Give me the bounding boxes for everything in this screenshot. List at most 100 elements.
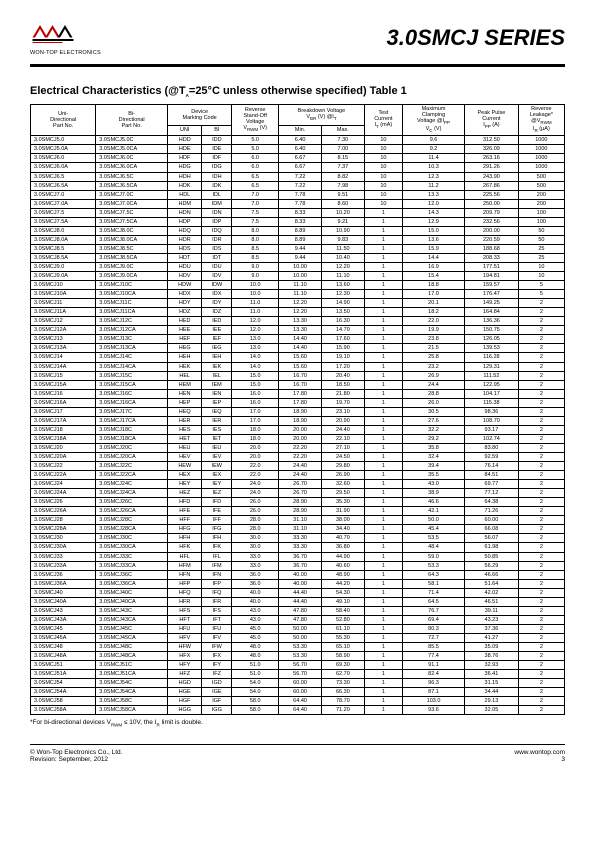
table-cell: 1: [364, 208, 402, 217]
table-cell: 2: [518, 679, 564, 688]
table-cell: 2: [518, 597, 564, 606]
table-cell: 64.40: [279, 706, 322, 715]
table-cell: HEW: [168, 462, 202, 471]
table-cell: 17.20: [321, 362, 364, 371]
table-cell: 46.6: [402, 498, 464, 507]
col-ipp: Peak PulseCurrentIPP (A): [465, 105, 519, 136]
table-cell: 10: [364, 154, 402, 163]
table-cell: 14.4: [402, 253, 464, 262]
table-cell: IEZ: [202, 489, 232, 498]
table-cell: 7.78: [279, 190, 322, 199]
table-row: 3.0SMCJ5.03.0SMCJ5.0CHDDIDD5.06.407.3010…: [31, 136, 565, 145]
table-cell: 3.0SMCJ51CA: [96, 670, 168, 679]
table-cell: 9.21: [321, 217, 364, 226]
table-cell: 11.10: [279, 290, 322, 299]
table-cell: 10: [364, 145, 402, 154]
table-cell: 15.4: [402, 272, 464, 281]
table-row: 3.0SMCJ173.0SMCJ17CHEQIEQ17.018.9023.101…: [31, 407, 565, 416]
table-cell: 10: [364, 190, 402, 199]
table-cell: 53.30: [279, 642, 322, 651]
table-cell: 1: [364, 688, 402, 697]
table-cell: 1: [364, 543, 402, 552]
footer-right: www.wontop.com 3: [514, 749, 565, 763]
table-cell: 10: [364, 199, 402, 208]
table-cell: IFH: [202, 534, 232, 543]
table-cell: 10.20: [321, 208, 364, 217]
table-cell: 83.80: [465, 443, 519, 452]
table-cell: IDY: [202, 299, 232, 308]
table-cell: 2: [518, 299, 564, 308]
table-cell: 47.80: [279, 615, 322, 624]
table-cell: 312.50: [465, 136, 519, 145]
table-cell: 32.4: [402, 452, 464, 461]
table-cell: 18.0: [232, 425, 279, 434]
table-cell: HDG: [168, 163, 202, 172]
table-cell: 6.67: [279, 154, 322, 163]
table-cell: 3.0SMCJ14A: [31, 362, 96, 371]
table-cell: 18.0: [232, 434, 279, 443]
table-row: 3.0SMCJ123.0SMCJ12CHEDIED12.013.3016.301…: [31, 317, 565, 326]
table-cell: 1: [364, 425, 402, 434]
table-cell: 14.40: [279, 344, 322, 353]
footer-left: © Won-Top Electronics Co., Ltd. Revision…: [30, 749, 122, 763]
table-cell: 8.15: [321, 154, 364, 163]
table-cell: 1: [364, 416, 402, 425]
table-cell: 46.66: [465, 570, 519, 579]
table-cell: 10.00: [279, 272, 322, 281]
table-cell: 13.3: [402, 190, 464, 199]
table-cell: IGE: [202, 688, 232, 697]
table-cell: 1: [364, 507, 402, 516]
table-cell: 3.0SMCJ40CA: [96, 597, 168, 606]
table-cell: 209.79: [465, 208, 519, 217]
table-cell: 20.0: [232, 452, 279, 461]
table-cell: 40.0: [232, 597, 279, 606]
table-cell: 22.0: [402, 317, 464, 326]
logo-icon: [30, 20, 90, 48]
col-ir: ReverseLeakage*@VRWMIR (µA): [518, 105, 564, 136]
table-cell: HFE: [168, 507, 202, 516]
table-cell: 64.5: [402, 597, 464, 606]
table-row: 3.0SMCJ163.0SMCJ16CHENIEN16.017.8021.801…: [31, 389, 565, 398]
table-cell: 2: [518, 615, 564, 624]
table-cell: 3.0SMCJ15A: [31, 380, 96, 389]
table-row: 3.0SMCJ13A3.0SMCJ13CAHEGIEG13.014.4015.9…: [31, 344, 565, 353]
table-cell: 44.90: [321, 552, 364, 561]
table-cell: 3.0SMCJ33CA: [96, 561, 168, 570]
table-row: 3.0SMCJ303.0SMCJ30CHFHIFH30.033.3040.701…: [31, 534, 565, 543]
table-cell: 22.0: [232, 471, 279, 480]
table-cell: 188.68: [465, 244, 519, 253]
table-cell: 2: [518, 543, 564, 552]
table-cell: 3.0SMCJ48CA: [96, 652, 168, 661]
table-cell: 36.41: [465, 670, 519, 679]
table-cell: 3.0SMCJ33A: [31, 561, 96, 570]
table-cell: 3.0SMCJ5.0: [31, 136, 96, 145]
table-cell: 2: [518, 561, 564, 570]
table-cell: 159.57: [465, 281, 519, 290]
table-cell: 115.38: [465, 398, 519, 407]
table-cell: 51.0: [232, 670, 279, 679]
table-cell: 48.0: [232, 652, 279, 661]
table-cell: 1: [364, 452, 402, 461]
table-cell: 10.00: [279, 263, 322, 272]
table-cell: 16.30: [321, 317, 364, 326]
table-cell: 77.4: [402, 652, 464, 661]
table-cell: 3.0SMCJ58CA: [96, 706, 168, 715]
table-cell: IFR: [202, 597, 232, 606]
table-cell: HFY: [168, 661, 202, 670]
table-cell: 129.31: [465, 362, 519, 371]
table-cell: 3.0SMCJ18: [31, 425, 96, 434]
table-cell: 3.0SMCJ28: [31, 516, 96, 525]
table-cell: 3.0SMCJ7.0A: [31, 199, 96, 208]
table-cell: 3.0SMCJ12C: [96, 317, 168, 326]
table-cell: HEK: [168, 362, 202, 371]
table-cell: 3.0SMCJ17CA: [96, 416, 168, 425]
table-cell: HDU: [168, 263, 202, 272]
table-row: 3.0SMCJ15A3.0SMCJ15CAHEMIEM15.016.7018.5…: [31, 380, 565, 389]
table-cell: 58.0: [232, 697, 279, 706]
table-cell: 3.0SMCJ54A: [31, 688, 96, 697]
table-cell: 3.0SMCJ7.5A: [31, 217, 96, 226]
table-row: 3.0SMCJ7.03.0SMCJ7.0CHDLIDL7.07.789.5110…: [31, 190, 565, 199]
table-cell: 15.0: [402, 226, 464, 235]
table-cell: 3.0SMCJ9.0CA: [96, 272, 168, 281]
table-cell: 10: [364, 136, 402, 145]
